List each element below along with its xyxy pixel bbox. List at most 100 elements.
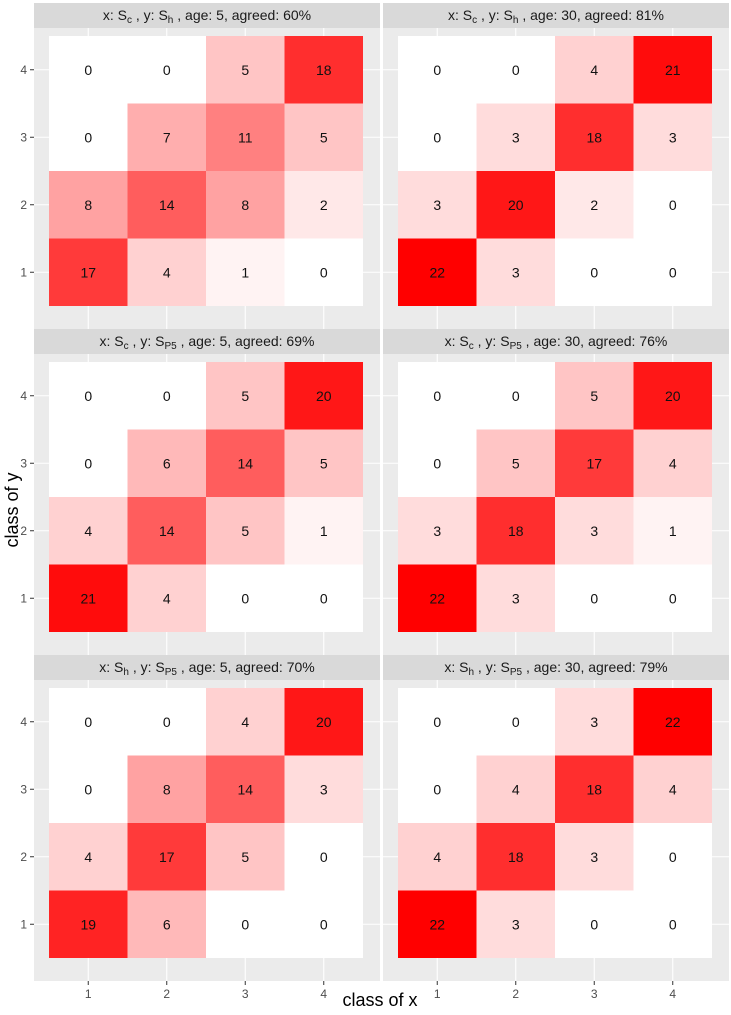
x-tick-label: 1 xyxy=(85,987,92,1001)
heatmap-tile xyxy=(476,36,555,104)
tile-count-label: 0 xyxy=(241,590,249,606)
heatmap-tile xyxy=(398,890,477,958)
x-tick-label: 2 xyxy=(512,987,519,1001)
facet-title-subscript: c xyxy=(472,15,477,26)
tile-count-label: 3 xyxy=(512,590,520,606)
heatmap-tile xyxy=(555,103,634,171)
tile-count-label: 1 xyxy=(669,523,677,539)
facet-title-subscript: c xyxy=(124,341,129,352)
y-tick-label: 1 xyxy=(20,265,27,279)
facet-strip xyxy=(383,655,729,680)
tile-count-label: 18 xyxy=(316,62,332,78)
x-axis-ticks: 1 2 3 4 1 2 3 4 xyxy=(85,981,676,1001)
heatmap-tile xyxy=(284,171,363,239)
x-tick-label: 4 xyxy=(320,987,327,1001)
facet-title: x: Sc , y: SP5 , age: 30, agreed: 76% xyxy=(445,333,668,352)
tile-count-label: 22 xyxy=(665,714,681,730)
tile-count-label: 14 xyxy=(159,523,175,539)
tile-count-label: 2 xyxy=(320,197,328,213)
heatmap-tile xyxy=(398,497,477,565)
heatmap-tile xyxy=(555,564,634,632)
tile-count-label: 5 xyxy=(241,388,249,404)
tile-count-label: 4 xyxy=(433,849,441,865)
facet-panel: x: Sc , y: SP5 , age: 5, agreed: 69% 0 0 5 2… xyxy=(34,329,380,655)
tile-count-label: 5 xyxy=(241,62,249,78)
y-tick-label: 3 xyxy=(20,456,27,470)
heatmap-tile xyxy=(284,497,363,565)
y-tick-label: 2 xyxy=(20,850,27,864)
heatmap-tile xyxy=(398,238,477,306)
heatmap-tile xyxy=(398,171,477,239)
heatmap-tile xyxy=(476,564,555,632)
heatmap-tile xyxy=(206,362,285,430)
heatmap-tile xyxy=(127,238,206,306)
heatmap-tile xyxy=(555,890,634,958)
heatmap-tile xyxy=(127,362,206,430)
facet-title: x: Sh , y: SP5 , age: 30, agreed: 79% xyxy=(444,659,667,678)
heatmap-tile xyxy=(127,429,206,497)
heatmap-tile xyxy=(206,238,285,306)
tile-count-label: 22 xyxy=(429,264,445,280)
tile-count-label: 0 xyxy=(320,264,328,280)
tile-count-label: 4 xyxy=(163,590,171,606)
tile-count-label: 14 xyxy=(237,455,253,471)
facet-strip xyxy=(34,329,380,354)
tile-count-label: 20 xyxy=(316,714,332,730)
heatmap-tile xyxy=(284,429,363,497)
x-axis-title: class of x xyxy=(342,990,417,1010)
heatmap-tile xyxy=(49,238,128,306)
tile-count-label: 21 xyxy=(80,590,96,606)
tile-count-label: 0 xyxy=(84,455,92,471)
facet-title-part: , age: 30, agreed: 81% xyxy=(518,7,664,23)
facet-title-part: , age: 5, agreed: 60% xyxy=(173,7,311,23)
tile-count-label: 0 xyxy=(163,62,171,78)
heatmap-tile xyxy=(284,564,363,632)
facet-title: x: Sc , y: Sh , age: 5, agreed: 60% xyxy=(103,7,311,26)
tile-count-label: 8 xyxy=(241,197,249,213)
heatmap-tile xyxy=(284,36,363,104)
tile-count-label: 4 xyxy=(84,849,92,865)
tile-count-label: 0 xyxy=(84,781,92,797)
facet-title-part: , y: S xyxy=(474,659,510,675)
tile-count-label: 0 xyxy=(84,129,92,145)
heatmap-tile xyxy=(555,171,634,239)
tile-count-label: 4 xyxy=(163,264,171,280)
heatmap-tile xyxy=(398,564,477,632)
heatmap-tile xyxy=(206,171,285,239)
facet-title-part: , age: 5, agreed: 69% xyxy=(177,333,315,349)
heatmap-tile xyxy=(49,688,128,756)
tile-count-label: 19 xyxy=(80,916,96,932)
heatmap-tile xyxy=(476,890,555,958)
tile-count-label: 4 xyxy=(669,455,677,471)
heatmap-tile xyxy=(206,497,285,565)
y-tick-label: 4 xyxy=(20,715,27,729)
y-tick-label: 1 xyxy=(20,917,27,931)
heatmap-tile xyxy=(476,755,555,823)
heatmap-tile xyxy=(284,103,363,171)
facet-title-part: , age: 30, agreed: 79% xyxy=(522,659,668,675)
tile-count-label: 6 xyxy=(163,455,171,471)
tile-count-label: 0 xyxy=(84,62,92,78)
facet-title-subscript: c xyxy=(127,15,132,26)
heatmap-tile xyxy=(206,564,285,632)
tile-count-label: 20 xyxy=(665,388,681,404)
facet-panel: x: Sh , y: SP5 , age: 5, agreed: 70% 0 0 4 2… xyxy=(34,655,380,981)
tile-count-label: 14 xyxy=(237,781,253,797)
heatmap-tile xyxy=(206,755,285,823)
x-tick-label: 2 xyxy=(163,987,170,1001)
tile-count-label: 0 xyxy=(669,916,677,932)
tile-count-label: 5 xyxy=(512,455,520,471)
facet-title-part: x: S xyxy=(99,659,123,675)
heatmap-tile xyxy=(555,362,634,430)
tile-count-label: 3 xyxy=(669,129,677,145)
tile-count-label: 21 xyxy=(665,62,681,78)
tile-count-label: 3 xyxy=(512,916,520,932)
tile-count-label: 0 xyxy=(669,264,677,280)
tile-count-label: 4 xyxy=(241,714,249,730)
heatmap-tile xyxy=(49,564,128,632)
facet-strip xyxy=(383,3,729,28)
heatmap-tile xyxy=(398,36,477,104)
tile-count-label: 5 xyxy=(320,455,328,471)
heatmap-tile xyxy=(398,429,477,497)
x-tick-label: 4 xyxy=(669,987,676,1001)
